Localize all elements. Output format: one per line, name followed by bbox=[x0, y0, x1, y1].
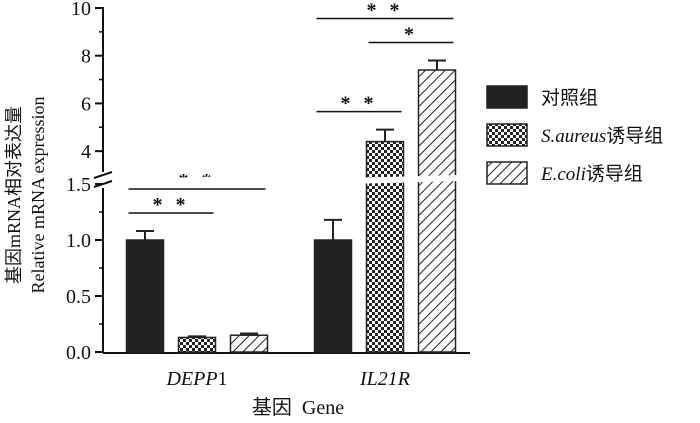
x-category-label: IL21R bbox=[359, 368, 410, 390]
axes: 0.0 0.5 1.0 1.5 4 6 8 10 DEPP1 IL21R bbox=[66, 0, 470, 390]
significance-marks: * ** ** *** * bbox=[128, 0, 454, 216]
legend-label: E.coli诱导组 bbox=[540, 163, 643, 185]
x-axis-title: 基因 Gene bbox=[252, 396, 344, 419]
y-tick-label: 10 bbox=[71, 0, 91, 20]
y-tick-label: 0.5 bbox=[66, 286, 91, 308]
y-axis-title-english: Relative mRNA expression bbox=[28, 97, 48, 294]
legend-swatch bbox=[486, 123, 528, 147]
bar bbox=[417, 69, 457, 353]
legend-swatch bbox=[486, 85, 528, 109]
significance-label: * * bbox=[341, 93, 378, 115]
x-category-label: DEPP1 bbox=[165, 368, 227, 390]
bar-break-gap bbox=[122, 175, 272, 185]
y-axis-title-chinese: 基因mRNA相对表达量 bbox=[4, 106, 24, 284]
legend-label: S.aureus诱导组 bbox=[541, 125, 663, 147]
bar bbox=[177, 336, 217, 353]
legend: 对照组 S.aureus诱导组 E.coli诱导组 bbox=[486, 85, 663, 185]
bar bbox=[229, 334, 269, 353]
axis-break bbox=[93, 171, 460, 188]
significance-label: * * bbox=[153, 194, 190, 216]
y-tick-label: 0.0 bbox=[66, 342, 91, 364]
bar-break-gap bbox=[310, 175, 460, 185]
axis-break-mark bbox=[93, 171, 113, 179]
bar bbox=[365, 140, 405, 353]
axis-break-mark bbox=[93, 180, 113, 188]
error-bars bbox=[136, 59, 446, 338]
y-tick-label: 4 bbox=[81, 141, 91, 163]
significance-label: * bbox=[404, 23, 418, 45]
y-tick-label: 1.0 bbox=[66, 230, 91, 252]
bars bbox=[125, 69, 457, 353]
legend-label: 对照组 bbox=[541, 87, 598, 109]
y-tick-label: 1.5 bbox=[66, 174, 91, 196]
legend-swatch bbox=[486, 161, 528, 185]
y-tick-label: 8 bbox=[81, 46, 91, 68]
bar bbox=[313, 239, 353, 353]
y-tick-label: 6 bbox=[81, 93, 91, 115]
significance-label: * * bbox=[367, 0, 404, 21]
bar bbox=[125, 239, 165, 353]
